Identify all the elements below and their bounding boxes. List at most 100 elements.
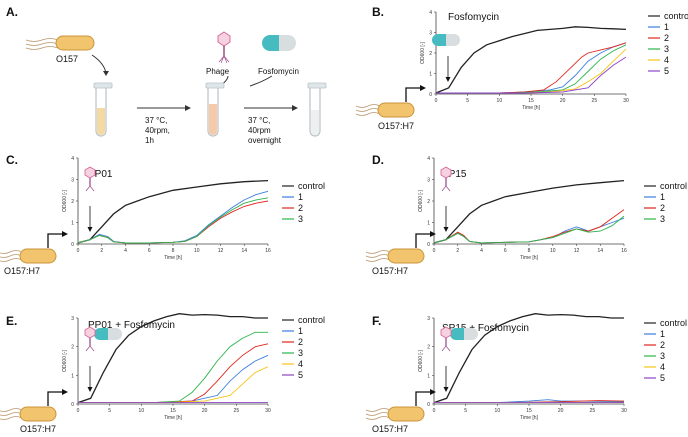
phage-icon bbox=[84, 326, 96, 352]
flagellum bbox=[355, 104, 381, 108]
legend-label: 1 bbox=[664, 22, 669, 32]
series-line-control bbox=[433, 313, 624, 404]
x-tick-label: 10 bbox=[194, 248, 200, 254]
capsule-half bbox=[446, 34, 460, 46]
panel-label-f: F. bbox=[372, 314, 381, 328]
arrowhead-icon bbox=[430, 389, 436, 395]
x-tick-label: 4 bbox=[480, 248, 483, 254]
chart-title: Fosfomycin bbox=[448, 12, 499, 23]
flagellum bbox=[355, 112, 381, 116]
strain-label: O157:H7 bbox=[378, 121, 414, 131]
test-tube-3-icon bbox=[307, 82, 327, 137]
fosfomycin-capsule-icon bbox=[262, 35, 296, 51]
phage-icon bbox=[440, 166, 452, 192]
legend-label: 4 bbox=[660, 362, 665, 372]
legend-label: 4 bbox=[298, 359, 303, 369]
x-tick-label: 8 bbox=[528, 248, 531, 254]
strain-label: O157:H7 bbox=[4, 266, 40, 276]
y-tick-label: 0 bbox=[71, 402, 74, 408]
capsule-half bbox=[464, 328, 478, 340]
x-tick-label: 10 bbox=[497, 98, 503, 104]
flagellum bbox=[0, 250, 23, 254]
x-tick-label: 15 bbox=[528, 98, 534, 104]
x-tick-label: 5 bbox=[466, 98, 469, 104]
y-tick-label: 0 bbox=[429, 92, 432, 98]
y-tick-label: 1 bbox=[427, 221, 430, 227]
cell-body bbox=[387, 248, 425, 264]
legend-label: control bbox=[298, 181, 325, 191]
y-tick-label: 2 bbox=[427, 345, 430, 351]
x-tick-label: 30 bbox=[265, 408, 271, 414]
panel-label-c: C. bbox=[6, 153, 18, 167]
legend-label: 3 bbox=[298, 348, 303, 358]
legend-label: 2 bbox=[660, 203, 665, 213]
x-tick-label: 5 bbox=[464, 408, 467, 414]
y-tick-label: 4 bbox=[427, 156, 430, 162]
x-tick-label: 10 bbox=[495, 408, 501, 414]
x-tick-label: 4 bbox=[124, 248, 127, 254]
chart-title: SP15 + Fosfomycin bbox=[442, 323, 529, 334]
x-tick-label: 0 bbox=[433, 408, 436, 414]
phage-head bbox=[440, 326, 452, 339]
x-tick-label: 16 bbox=[265, 248, 271, 254]
arrowhead-icon bbox=[430, 231, 436, 237]
y-tick-label: 1 bbox=[427, 373, 430, 379]
chart-title: SP15 bbox=[442, 169, 467, 180]
x-tick-label: 25 bbox=[592, 98, 598, 104]
phage-fibers bbox=[441, 345, 451, 352]
panel-label-a: A. bbox=[6, 5, 18, 19]
x-tick-label: 8 bbox=[172, 248, 175, 254]
x-tick-label: 0 bbox=[77, 248, 80, 254]
panel-label-e: E. bbox=[6, 314, 17, 328]
x-tick-label: 30 bbox=[621, 408, 627, 414]
series-line-3 bbox=[77, 197, 269, 244]
x-tick-label: 12 bbox=[574, 248, 580, 254]
x-tick-label: 6 bbox=[504, 248, 507, 254]
x-tick-label: 25 bbox=[590, 408, 596, 414]
fosfomycin-capsule-icon bbox=[450, 328, 478, 340]
y-tick-label: 2 bbox=[71, 345, 74, 351]
x-tick-label: 5 bbox=[108, 408, 111, 414]
flagellum bbox=[365, 412, 391, 416]
arrowhead-icon bbox=[420, 85, 426, 91]
arrow-down-icon bbox=[91, 54, 107, 74]
flagellum bbox=[355, 108, 381, 112]
y-tick-label: 2 bbox=[71, 199, 74, 205]
series-line-control bbox=[77, 179, 269, 244]
phage-icon bbox=[217, 31, 231, 64]
x-axis-label: Time [h] bbox=[164, 255, 182, 261]
x-tick-label: 20 bbox=[558, 408, 564, 414]
x-tick-label: 6 bbox=[148, 248, 151, 254]
x-tick-label: 20 bbox=[560, 98, 566, 104]
legend-label: 2 bbox=[660, 340, 665, 350]
y-tick-label: 3 bbox=[429, 31, 432, 37]
legend-label: 5 bbox=[660, 373, 665, 383]
flagellum bbox=[365, 250, 391, 254]
bacterium-icon bbox=[0, 406, 57, 422]
arrowhead-icon bbox=[292, 105, 298, 111]
capsule-half bbox=[108, 328, 122, 340]
y-tick-label: 3 bbox=[427, 178, 430, 184]
step2-line3: overnight bbox=[248, 136, 282, 145]
start-arrow-icon bbox=[47, 391, 62, 406]
y-tick-label: 2 bbox=[429, 51, 432, 57]
arrowhead-icon bbox=[185, 105, 191, 111]
capsule-half bbox=[450, 328, 464, 340]
series-line-1 bbox=[77, 190, 269, 244]
test-tube-1-icon bbox=[93, 82, 113, 137]
panel-label-b: B. bbox=[372, 5, 384, 19]
cell-body bbox=[19, 248, 57, 264]
x-tick-label: 25 bbox=[234, 408, 240, 414]
schematic-strain-label: O157 bbox=[56, 54, 78, 64]
legend-label: 4 bbox=[664, 55, 669, 65]
legend-label: 2 bbox=[298, 337, 303, 347]
x-tick-label: 16 bbox=[621, 248, 627, 254]
fosfomycin-capsule-icon bbox=[432, 34, 460, 46]
step2-line1: 37 °C, bbox=[248, 116, 270, 125]
panel-label-d: D. bbox=[372, 153, 384, 167]
